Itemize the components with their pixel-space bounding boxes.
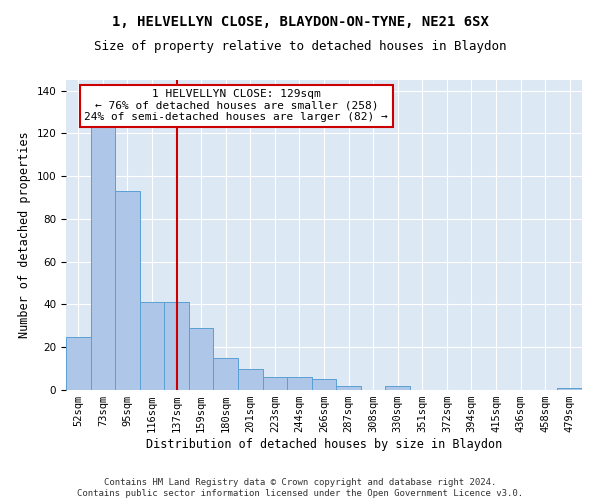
- Text: Size of property relative to detached houses in Blaydon: Size of property relative to detached ho…: [94, 40, 506, 53]
- Bar: [557, 388, 582, 390]
- Bar: [312, 380, 336, 390]
- Bar: [336, 386, 361, 390]
- Text: Contains HM Land Registry data © Crown copyright and database right 2024.
Contai: Contains HM Land Registry data © Crown c…: [77, 478, 523, 498]
- Y-axis label: Number of detached properties: Number of detached properties: [18, 132, 31, 338]
- Bar: [66, 336, 91, 390]
- Bar: [164, 302, 189, 390]
- X-axis label: Distribution of detached houses by size in Blaydon: Distribution of detached houses by size …: [146, 438, 502, 451]
- Bar: [263, 377, 287, 390]
- Bar: [189, 328, 214, 390]
- Bar: [140, 302, 164, 390]
- Bar: [115, 191, 140, 390]
- Text: 1, HELVELLYN CLOSE, BLAYDON-ON-TYNE, NE21 6SX: 1, HELVELLYN CLOSE, BLAYDON-ON-TYNE, NE2…: [112, 15, 488, 29]
- Bar: [287, 377, 312, 390]
- Bar: [214, 358, 238, 390]
- Bar: [91, 112, 115, 390]
- Bar: [238, 368, 263, 390]
- Bar: [385, 386, 410, 390]
- Text: 1 HELVELLYN CLOSE: 129sqm
← 76% of detached houses are smaller (258)
24% of semi: 1 HELVELLYN CLOSE: 129sqm ← 76% of detac…: [85, 90, 388, 122]
